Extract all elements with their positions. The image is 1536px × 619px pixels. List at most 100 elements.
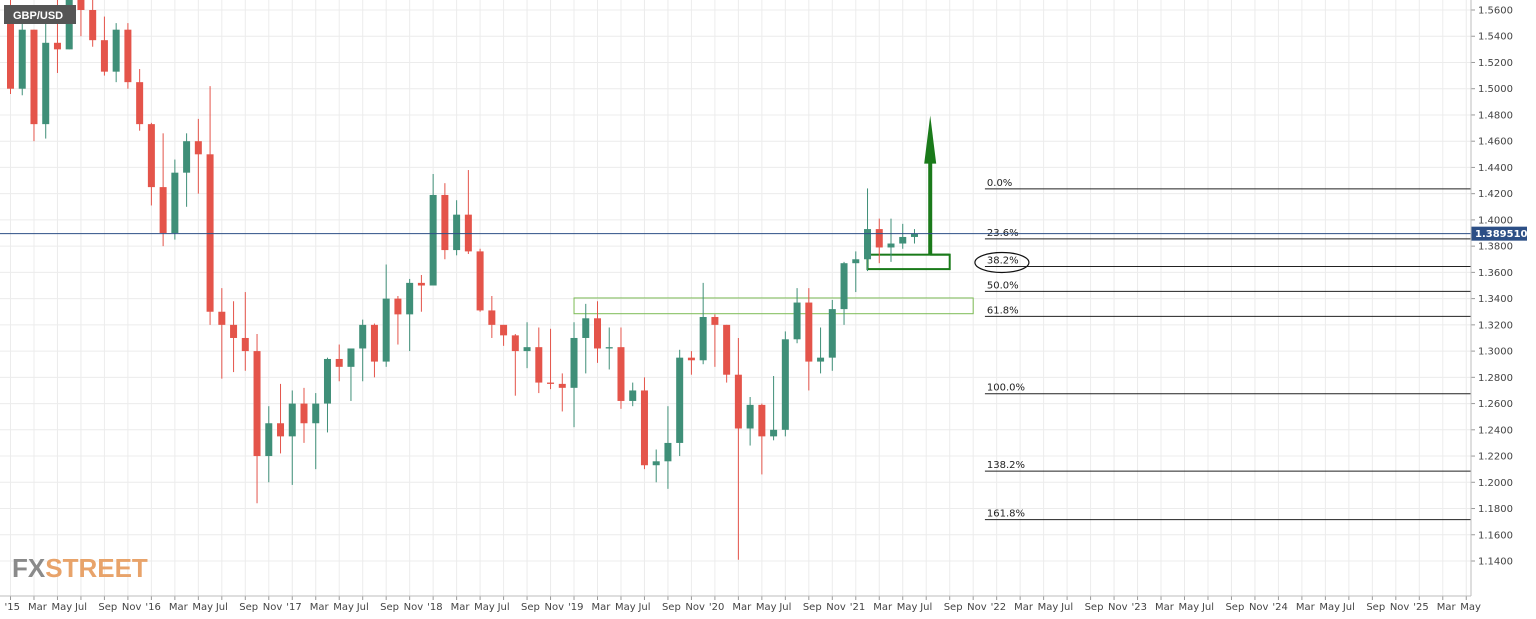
candle [394, 295, 402, 345]
candle-body [453, 214, 461, 251]
symbol-badge: GBP/USD [4, 5, 76, 24]
candle-body [582, 318, 590, 338]
candle [77, 0, 85, 37]
candle-body [887, 243, 895, 248]
candle-body [511, 335, 519, 352]
candle-body [194, 141, 202, 155]
y-tick-label: 1.5000 [1478, 84, 1513, 95]
candle [734, 337, 742, 560]
x-tick-label: Mar [28, 602, 48, 613]
x-tick-label: May [192, 602, 213, 613]
candle-body [171, 172, 179, 234]
x-tick-label: Jul [1201, 602, 1214, 613]
candle [136, 69, 144, 131]
candle-body [53, 42, 61, 50]
candle [676, 349, 684, 457]
candle [781, 331, 789, 437]
candle [370, 323, 378, 378]
candle-body [500, 324, 508, 336]
x-tick-label: Jul [778, 602, 791, 613]
y-axis[interactable]: 1.1400 1.1600 1.1800 1.2000 1.2200 1.2400 1.26… [1470, 0, 1513, 596]
candle-body [312, 403, 320, 424]
x-tick-label: Jul [74, 602, 87, 613]
x-tick-label: Mar [1014, 602, 1034, 613]
y-tick-label: 1.4400 [1478, 163, 1513, 174]
candle [89, 0, 97, 47]
x-tick-label: '17 [286, 602, 301, 613]
candle-body [417, 282, 425, 286]
fibonacci-layer: 0.0%23.6%38.2%50.0%61.8%100.0%138.2%161.… [984, 178, 1471, 521]
candle-body [676, 357, 684, 443]
x-tick-label: Sep [380, 602, 399, 613]
y-tick-label: 1.2800 [1478, 373, 1513, 384]
candle [429, 173, 437, 286]
candle [30, 29, 38, 142]
x-tick-label: Mar [873, 602, 893, 613]
candle-body [864, 229, 872, 260]
candle [594, 301, 601, 363]
x-tick-label: Mar [1296, 602, 1316, 613]
candle-body [277, 423, 285, 437]
candle-body [817, 357, 825, 362]
candle [746, 397, 754, 446]
candle-body [852, 259, 860, 264]
x-tick-label: May [51, 602, 72, 613]
x-tick-label: '19 [568, 602, 583, 613]
candle-body [840, 263, 848, 310]
y-tick-label: 1.1800 [1478, 504, 1513, 515]
grid-layer [0, 0, 1471, 596]
y-tick-label: 1.5200 [1478, 58, 1513, 69]
candle [770, 376, 778, 441]
candle [441, 183, 449, 260]
candle-body [594, 318, 601, 349]
y-tick-label: 1.2400 [1478, 425, 1513, 436]
candle-body [347, 348, 355, 367]
last-price-badge [1471, 226, 1527, 241]
candle-body [464, 214, 472, 252]
candle [547, 328, 555, 390]
candle [617, 327, 625, 409]
candle-body [723, 324, 731, 375]
last-price-label: 1.389510 [1475, 229, 1528, 240]
candle-body [476, 251, 484, 311]
candle-body [758, 404, 766, 437]
candle [335, 344, 343, 382]
x-tick-label: Nov [826, 602, 846, 613]
y-tick-label: 1.1600 [1478, 530, 1513, 541]
x-tick-label: Sep [944, 602, 963, 613]
watermark-logo: FXSTREET [12, 553, 148, 583]
candle [230, 301, 238, 373]
x-axis[interactable]: '15 Mar May Jul Sep Nov '16 Mar May Jul Sep Nov '17 M… [0, 595, 1481, 613]
candle [887, 218, 895, 262]
candle [875, 218, 883, 264]
candle-body [241, 337, 249, 352]
fibonacci-label: 38.2% [987, 255, 1019, 266]
x-tick-label: May [474, 602, 495, 613]
y-tick-label: 1.2000 [1478, 478, 1513, 489]
candle [535, 327, 543, 394]
candle [793, 288, 801, 344]
y-tick-label: 1.3400 [1478, 294, 1513, 305]
candle-body [629, 390, 637, 401]
x-tick-label: Jul [1060, 602, 1073, 613]
candle-body [394, 298, 402, 315]
candle [570, 322, 578, 428]
candle [277, 383, 285, 454]
x-tick-label: Jul [356, 602, 369, 613]
watermark-logo-text: FXSTREET [12, 553, 148, 583]
x-tick-label: May [1179, 602, 1200, 613]
y-tick-label: 1.2200 [1478, 452, 1513, 463]
x-tick-label: Jul [215, 602, 228, 613]
x-tick-label: Mar [1437, 602, 1457, 613]
candle-body [288, 403, 296, 437]
candle [805, 288, 813, 391]
candle [558, 373, 566, 412]
x-tick-label: Sep [662, 602, 681, 613]
watermark-street: STREET [45, 553, 148, 583]
candle [699, 282, 707, 365]
candle-body [793, 302, 801, 340]
x-tick-label: May [897, 602, 918, 613]
x-tick-label: Sep [239, 602, 258, 613]
